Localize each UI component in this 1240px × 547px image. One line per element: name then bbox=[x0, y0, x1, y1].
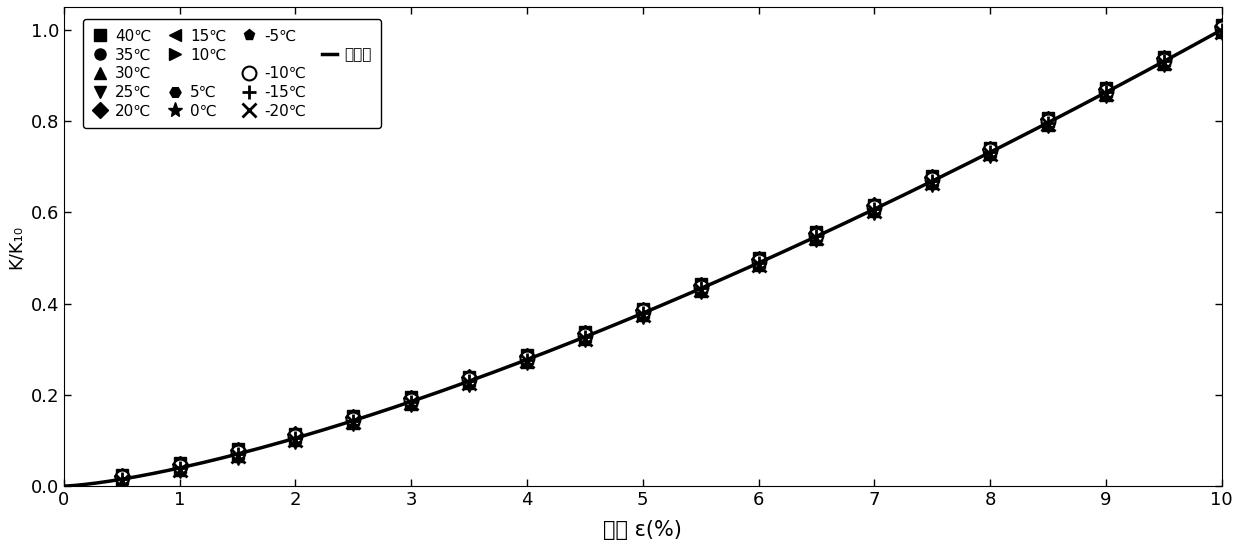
X-axis label: 应变 ε(%): 应变 ε(%) bbox=[604, 520, 682, 540]
Y-axis label: K/K₁₀: K/K₁₀ bbox=[7, 224, 25, 269]
Legend: 40℃, 35℃, 30℃, 25℃, 20℃, 15℃, 10℃, , 5℃, 0℃, -5℃, , -10℃, -15℃, -20℃, , 拟合线, , ,: 40℃, 35℃, 30℃, 25℃, 20℃, 15℃, 10℃, , 5℃,… bbox=[83, 19, 381, 128]
